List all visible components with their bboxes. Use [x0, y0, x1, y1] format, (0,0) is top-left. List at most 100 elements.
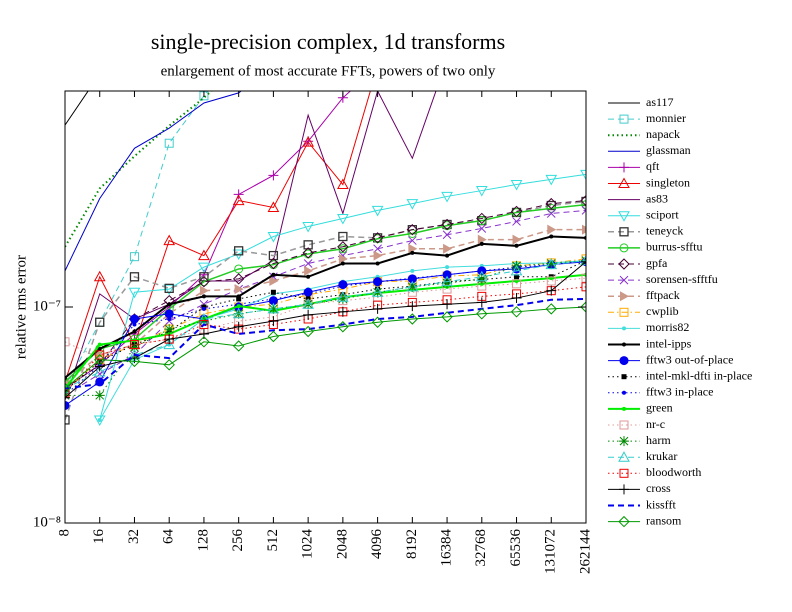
marker [445, 265, 450, 270]
legend-label: morris82 [646, 320, 689, 334]
marker [337, 321, 349, 333]
marker [619, 484, 629, 495]
y-tick-label: 10⁻⁸ [33, 514, 61, 530]
series-line [65, 235, 586, 379]
marker [234, 264, 244, 274]
marker [510, 264, 523, 276]
marker [371, 316, 384, 328]
marker [97, 358, 103, 364]
marker [199, 319, 209, 329]
marker [128, 355, 141, 368]
marker [199, 285, 209, 296]
marker [441, 191, 453, 203]
marker [302, 136, 314, 147]
marker [198, 275, 210, 288]
x-tick-label: 65536 [508, 529, 524, 567]
series-line [65, 297, 586, 390]
marker [337, 178, 349, 190]
marker [267, 232, 280, 243]
legend-label: green [646, 401, 673, 415]
marker [546, 258, 557, 269]
marker [476, 273, 487, 284]
legend-label: fftw3 out-of-place [646, 352, 733, 366]
marker [581, 254, 586, 264]
marker [340, 261, 345, 266]
marker [338, 231, 348, 242]
marker [201, 294, 206, 299]
series-line [99, 173, 586, 421]
marker [303, 309, 314, 320]
legend-label: harm [646, 433, 671, 447]
marker [232, 194, 245, 206]
marker [406, 313, 419, 325]
legend-label: intel-ipps [646, 336, 692, 350]
marker [476, 297, 487, 308]
marker [167, 302, 172, 307]
marker [514, 274, 520, 280]
marker [547, 224, 557, 235]
marker [510, 306, 523, 318]
legend-label: monnier [646, 111, 686, 125]
marker [198, 249, 210, 261]
marker [512, 279, 522, 289]
marker [337, 291, 349, 302]
series-line [65, 260, 586, 396]
marker [132, 322, 137, 327]
marker [581, 273, 586, 283]
marker [580, 194, 586, 207]
marker [163, 234, 176, 246]
marker [164, 138, 174, 148]
marker [65, 337, 70, 347]
marker [375, 261, 380, 266]
x-tick-label: 32768 [473, 529, 489, 567]
marker [618, 177, 630, 188]
series-line [65, 203, 586, 383]
x-tick-label: 4096 [369, 529, 385, 560]
marker [621, 374, 627, 380]
marker [545, 258, 558, 270]
legend-label: qft [646, 159, 660, 173]
marker [371, 232, 384, 244]
marker [93, 365, 106, 377]
marker [340, 284, 345, 289]
marker [477, 216, 487, 226]
marker [164, 324, 175, 335]
marker [618, 211, 630, 222]
marker [167, 316, 172, 321]
series-line [65, 273, 586, 389]
marker [443, 243, 453, 254]
series-line [65, 260, 586, 389]
marker [407, 281, 418, 292]
legend-label: kissfft [646, 497, 676, 511]
marker [129, 252, 139, 262]
marker [410, 268, 415, 273]
legend-label: gpfa [646, 256, 668, 270]
marker [619, 275, 629, 285]
x-tick-label: 32 [126, 529, 142, 544]
marker [337, 213, 349, 225]
legend-label: fftpack [646, 288, 680, 302]
marker [338, 244, 348, 254]
marker [232, 307, 245, 319]
x-tick-label: 262144 [577, 529, 593, 575]
series-line [65, 277, 586, 359]
marker [65, 388, 70, 398]
marker [406, 280, 419, 292]
marker [581, 282, 586, 292]
series-line [65, 91, 242, 272]
marker [619, 420, 629, 430]
marker [268, 170, 279, 181]
legend-label: glassman [646, 143, 691, 157]
series-line [65, 261, 586, 399]
marker [337, 306, 348, 317]
marker [619, 356, 629, 366]
marker [232, 340, 245, 352]
marker [407, 301, 418, 312]
marker [622, 342, 626, 347]
marker [580, 301, 586, 313]
marker [97, 417, 102, 422]
x-tick-label: 131072 [543, 529, 559, 574]
marker [129, 314, 139, 324]
